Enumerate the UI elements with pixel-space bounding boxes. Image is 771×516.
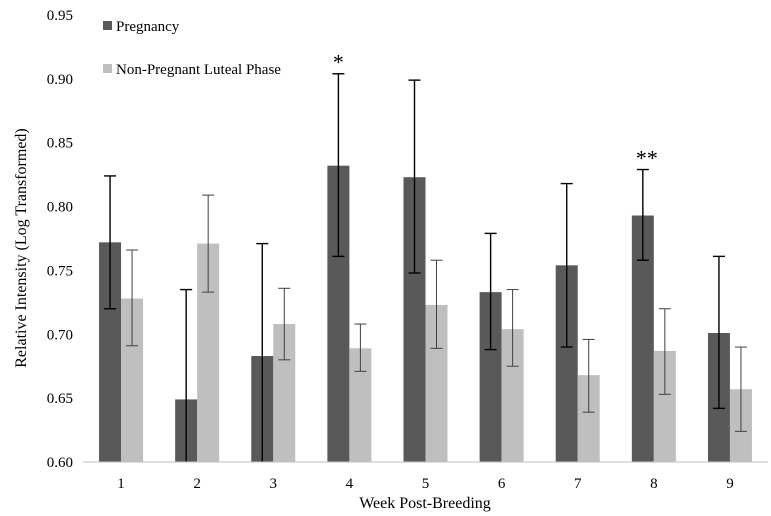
y-axis-ticks: 0.60 0.65 0.70 0.75 0.80 0.85 0.90 0.95 bbox=[47, 8, 73, 471]
x-tick-label: 9 bbox=[726, 476, 734, 492]
legend-label-pregnancy: Pregnancy bbox=[116, 19, 180, 35]
x-tick-label: 1 bbox=[117, 476, 125, 492]
bar-non-pregnant bbox=[425, 304, 448, 462]
error-bar-pregnancy bbox=[712, 255, 725, 410]
bar-non-pregnant bbox=[349, 348, 372, 462]
x-tick-label: 8 bbox=[650, 476, 658, 492]
error-bar-pregnancy bbox=[256, 242, 269, 462]
error-bar-pregnancy bbox=[104, 175, 117, 310]
y-tick-label: 0.70 bbox=[47, 327, 73, 343]
error-bar-pregnancy bbox=[560, 182, 573, 348]
legend-label-non-pregnant: Non-Pregnant Luteal Phase bbox=[116, 62, 281, 78]
error-bar-pregnancy bbox=[332, 73, 345, 258]
y-axis-title: Relative Intensity (Log Transformed) bbox=[13, 128, 30, 368]
y-tick-label: 0.65 bbox=[47, 391, 73, 407]
y-tick-label: 0.60 bbox=[47, 455, 73, 471]
x-tick-label: 5 bbox=[422, 476, 430, 492]
legend-swatch-non-pregnant bbox=[103, 64, 112, 73]
y-tick-label: 0.95 bbox=[47, 8, 73, 24]
bar-pregnancy bbox=[403, 177, 426, 462]
bar-non-pregnant bbox=[273, 324, 296, 462]
error-bar-non-pregnant bbox=[506, 289, 519, 367]
x-axis-title: Week Post-Breeding bbox=[359, 495, 491, 512]
bar-non-pregnant bbox=[121, 298, 144, 462]
bar-non-pregnant bbox=[653, 350, 676, 462]
bar-pregnancy bbox=[327, 165, 350, 462]
x-tick-label: 2 bbox=[193, 476, 201, 492]
bars bbox=[99, 165, 752, 462]
significance-annotations: *** bbox=[333, 50, 658, 171]
error-bar-non-pregnant bbox=[126, 249, 139, 347]
x-axis-ticks: 1 2 3 4 5 6 7 8 9 bbox=[117, 476, 733, 492]
bar-pregnancy bbox=[631, 215, 654, 462]
bar-non-pregnant bbox=[577, 375, 600, 462]
error-bar-non-pregnant bbox=[658, 308, 671, 395]
legend-swatch-pregnancy bbox=[103, 21, 112, 30]
y-tick-label: 0.90 bbox=[47, 72, 73, 88]
bar-non-pregnant bbox=[197, 243, 220, 462]
error-bar-pregnancy bbox=[408, 79, 421, 274]
bar-pregnancy bbox=[99, 242, 122, 462]
error-bar-non-pregnant bbox=[430, 259, 443, 349]
x-tick-label: 6 bbox=[498, 476, 506, 492]
x-tick-label: 3 bbox=[270, 476, 278, 492]
error-bar-pregnancy bbox=[484, 232, 497, 351]
y-tick-label: 0.85 bbox=[47, 136, 73, 152]
error-bar-non-pregnant bbox=[734, 346, 747, 432]
x-tick-label: 7 bbox=[574, 476, 582, 492]
error-bar-non-pregnant bbox=[354, 323, 367, 372]
error-bar-non-pregnant bbox=[278, 287, 291, 361]
error-bars bbox=[104, 73, 747, 462]
significance-marker: ** bbox=[636, 146, 658, 171]
y-tick-label: 0.75 bbox=[47, 263, 73, 279]
legend: Pregnancy Non-Pregnant Luteal Phase bbox=[103, 19, 281, 78]
significance-marker: * bbox=[333, 50, 344, 75]
error-bar-pregnancy bbox=[180, 288, 193, 462]
bar-pregnancy bbox=[555, 265, 578, 462]
y-tick-label: 0.80 bbox=[47, 200, 73, 216]
x-tick-label: 4 bbox=[346, 476, 354, 492]
error-bar-non-pregnant bbox=[582, 338, 595, 413]
bar-pregnancy bbox=[479, 292, 502, 462]
error-bar-pregnancy bbox=[636, 168, 649, 261]
error-bar-non-pregnant bbox=[202, 194, 215, 293]
bar-non-pregnant bbox=[501, 329, 524, 462]
